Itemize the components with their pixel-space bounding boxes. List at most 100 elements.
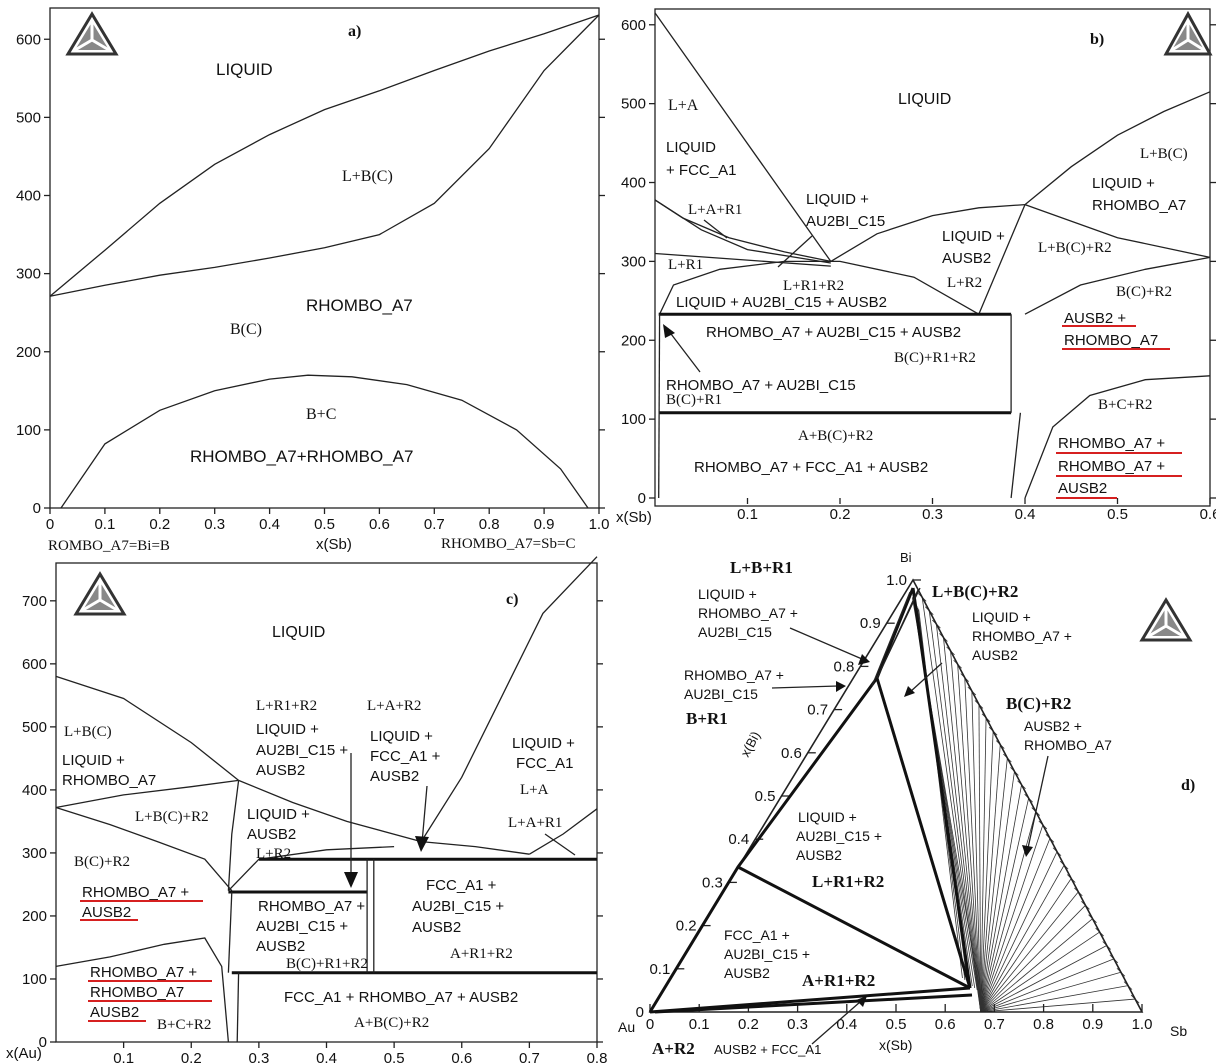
- region-label: L+R2: [256, 846, 291, 862]
- region-label: LIQUID +: [1092, 175, 1155, 192]
- tie-line: [980, 851, 1058, 1013]
- panel-c: 0.1 0.2 0.3 0.4 0.5 0.6 0.7 0.8 0 100 200 300 400 500…: [6, 556, 608, 1063]
- x-tick-label: 1.0: [1132, 1016, 1153, 1033]
- arrow-head-icon: [836, 681, 846, 692]
- region-label: FCC_A1: [516, 755, 574, 772]
- phase-boundary: [529, 808, 598, 855]
- phase-boundary: [1024, 91, 1211, 206]
- region-label: RHOMBO_A7+RHOMBO_A7: [190, 447, 413, 466]
- x-tick-label: 0.4: [316, 1050, 337, 1063]
- x-tick-label: 0.5: [1107, 506, 1128, 523]
- region-label: FCC_A1 +: [724, 927, 790, 943]
- tie-line: [943, 637, 982, 1013]
- tie-line: [980, 744, 1001, 1013]
- region-label: AU2BI_C15: [806, 213, 885, 230]
- tie-line: [957, 664, 982, 1013]
- arrow-head-icon: [663, 324, 675, 338]
- panel-b-xlabel: x(Sb): [616, 509, 652, 526]
- y-tick-label: 100: [16, 422, 41, 439]
- region-label: LIQUID +: [698, 586, 757, 602]
- region-label: L+B(C): [64, 724, 112, 740]
- y-tick-label: 200: [22, 908, 47, 925]
- tie-line: [980, 824, 1044, 1013]
- region-label: FCC_A1 + RHOMBO_A7 + AUSB2: [284, 989, 518, 1006]
- pointer-arrow: [421, 785, 428, 844]
- panel-a-xlabel: x(Sb): [316, 536, 352, 553]
- tie-line: [950, 650, 982, 1013]
- panel-d-id: d): [1181, 777, 1195, 794]
- region-label: AUSB2: [247, 826, 296, 843]
- x-tick-label: 0.9: [1082, 1016, 1103, 1033]
- y-tick-label: 100: [621, 411, 646, 428]
- tie-line: [980, 878, 1072, 1013]
- y-tick-label: 0.7: [807, 702, 828, 719]
- panel-d: 0 0.1 0.2 0.3 0.4 0.5 0.6 0.7 0.8 0.9 1.0 0 0.1 0.2 0.…: [618, 550, 1195, 1058]
- x-tick-label: 0.6: [369, 516, 390, 533]
- region-label: L+B(C): [342, 168, 393, 185]
- tie-line: [980, 918, 1093, 1013]
- panel-d-region-labels: L+B+R1 LIQUID + RHOMBO_A7 + AU2BI_C15 RH…: [652, 558, 1112, 1058]
- region-label: AUSB2: [942, 250, 991, 267]
- y-tick-label: 200: [16, 344, 41, 361]
- region-label: B+R1: [686, 709, 728, 728]
- arrow-head-icon: [344, 872, 358, 888]
- phase-boundary: [238, 779, 422, 843]
- y-tick-label: 0: [33, 500, 41, 517]
- arrow-head-icon: [904, 686, 915, 697]
- tie-line: [980, 905, 1086, 1013]
- x-tick-label: 0.8: [587, 1050, 608, 1063]
- region-label: B(C)+R1: [666, 392, 722, 408]
- phase-boundary: [654, 252, 831, 267]
- region-label: RHOMBO_A7: [1092, 197, 1186, 214]
- pointer-arrow: [667, 329, 701, 373]
- region-label: RHOMBO_A7 +: [90, 964, 197, 981]
- region-label: LIQUID +: [62, 752, 125, 769]
- region-label: LIQUID +: [512, 735, 575, 752]
- phase-boundary: [1024, 375, 1211, 499]
- arrow-head-icon: [856, 996, 867, 1007]
- region-label: AU2BI_C15 +: [412, 898, 504, 915]
- arrow-head-icon: [858, 654, 870, 665]
- panel-b-phase-boundaries: [654, 12, 1211, 499]
- y-tick-label: 200: [621, 332, 646, 349]
- y-tick-label: 0.4: [728, 831, 749, 848]
- phase-boundary: [55, 779, 239, 809]
- x-tick-label: 0.8: [1033, 1016, 1054, 1033]
- region-label: L+R1+R2: [783, 278, 844, 294]
- pointer-line: [777, 235, 813, 268]
- tie-line: [980, 998, 1136, 1013]
- tie-line: [980, 864, 1065, 1013]
- region-label: A+R2: [652, 1039, 695, 1058]
- panel-b: 0.1 0.2 0.3 0.4 0.5 0.6 0 100 200 300 400 500 600 b)…: [616, 8, 1216, 526]
- phase-boundary: [227, 845, 395, 892]
- region-label: FCC_A1 +: [426, 877, 497, 894]
- tie-line: [980, 985, 1129, 1013]
- region-label: LIQUID: [898, 91, 951, 108]
- tie-line: [928, 610, 982, 1013]
- panel-c-id: c): [506, 591, 518, 608]
- phase-boundary: [420, 556, 598, 842]
- thermo-logo-icon: [73, 571, 127, 616]
- region-label: B+C: [306, 406, 336, 423]
- x-tick-label: 0.2: [149, 516, 170, 533]
- region-label: L+A: [668, 97, 699, 114]
- panel-a-phase-boundaries: [49, 14, 600, 509]
- phase-boundary: [236, 972, 240, 1043]
- tie-line: [980, 971, 1122, 1013]
- region-label: AUSB2: [256, 938, 305, 955]
- panel-c-phase-boundaries: [55, 556, 598, 1043]
- region-label: AU2BI_C15 +: [724, 946, 810, 962]
- arrow-head-icon: [1022, 845, 1033, 857]
- region-label: LIQUID +: [370, 728, 433, 745]
- boundary-line: [879, 589, 919, 673]
- region-label: RHOMBO_A7: [62, 772, 156, 789]
- region-label: RHOMBO_A7 + FCC_A1 + AUSB2: [694, 459, 928, 476]
- region-label: RHOMBO_A7 +: [698, 605, 798, 621]
- ternary-left-label: Au: [618, 1019, 635, 1035]
- y-tick-label: 600: [16, 31, 41, 48]
- boundary-line: [875, 677, 972, 989]
- phase-boundary: [227, 891, 233, 973]
- y-tick-label: 100: [22, 971, 47, 988]
- panel-a-frame: [49, 7, 600, 509]
